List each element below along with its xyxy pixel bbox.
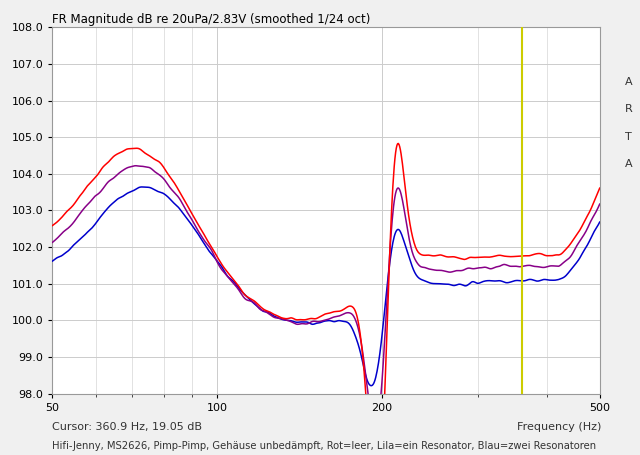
Text: Hifi-Jenny, MS2626, Pimp-Pimp, Gehäuse unbedämpft, Rot=leer, Lila=ein Resonator,: Hifi-Jenny, MS2626, Pimp-Pimp, Gehäuse u…: [52, 441, 596, 451]
Text: FR Magnitude dB re 20uPa/2.83V (smoothed 1/24 oct): FR Magnitude dB re 20uPa/2.83V (smoothed…: [52, 13, 371, 26]
Text: Cursor: 360.9 Hz, 19.05 dB: Cursor: 360.9 Hz, 19.05 dB: [52, 422, 202, 432]
Text: Frequency (Hz): Frequency (Hz): [517, 422, 602, 432]
Text: R: R: [625, 104, 632, 114]
Text: A: A: [625, 159, 632, 169]
Text: A: A: [625, 77, 632, 87]
Text: T: T: [625, 131, 632, 142]
